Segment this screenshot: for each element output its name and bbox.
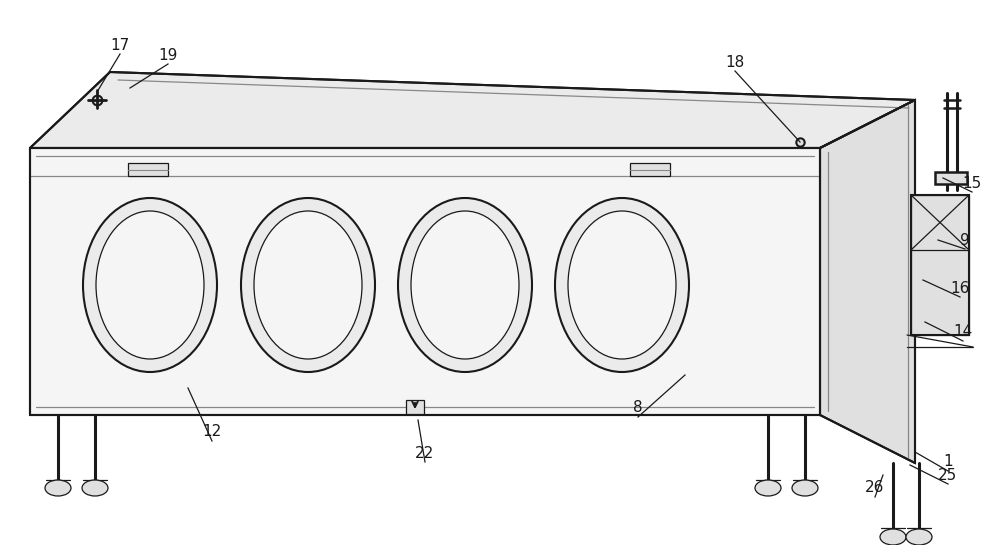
Text: 17: 17 xyxy=(110,38,130,52)
Text: 26: 26 xyxy=(865,481,885,495)
Text: 1: 1 xyxy=(943,455,953,469)
Ellipse shape xyxy=(555,198,689,372)
Text: 8: 8 xyxy=(633,401,643,415)
Ellipse shape xyxy=(568,211,676,359)
Ellipse shape xyxy=(792,480,818,496)
Text: 16: 16 xyxy=(950,281,970,295)
Bar xyxy=(406,400,424,414)
Ellipse shape xyxy=(398,198,532,372)
Ellipse shape xyxy=(45,480,71,496)
Ellipse shape xyxy=(906,529,932,545)
Text: 18: 18 xyxy=(725,54,745,70)
Ellipse shape xyxy=(254,211,362,359)
Ellipse shape xyxy=(755,480,781,496)
Polygon shape xyxy=(30,72,915,148)
Ellipse shape xyxy=(411,211,519,359)
Polygon shape xyxy=(911,195,969,335)
Text: 19: 19 xyxy=(158,47,178,63)
Ellipse shape xyxy=(880,529,906,545)
Bar xyxy=(30,148,820,415)
Text: 9: 9 xyxy=(960,233,970,247)
Ellipse shape xyxy=(83,198,217,372)
Text: 14: 14 xyxy=(953,324,973,340)
Ellipse shape xyxy=(241,198,375,372)
Text: 15: 15 xyxy=(962,175,982,191)
Polygon shape xyxy=(820,100,915,463)
Bar xyxy=(128,163,168,176)
Ellipse shape xyxy=(82,480,108,496)
Text: 12: 12 xyxy=(202,425,222,439)
Text: 25: 25 xyxy=(938,468,958,482)
Ellipse shape xyxy=(96,211,204,359)
Text: 22: 22 xyxy=(415,445,435,461)
Bar xyxy=(630,163,670,176)
Bar xyxy=(935,172,967,184)
